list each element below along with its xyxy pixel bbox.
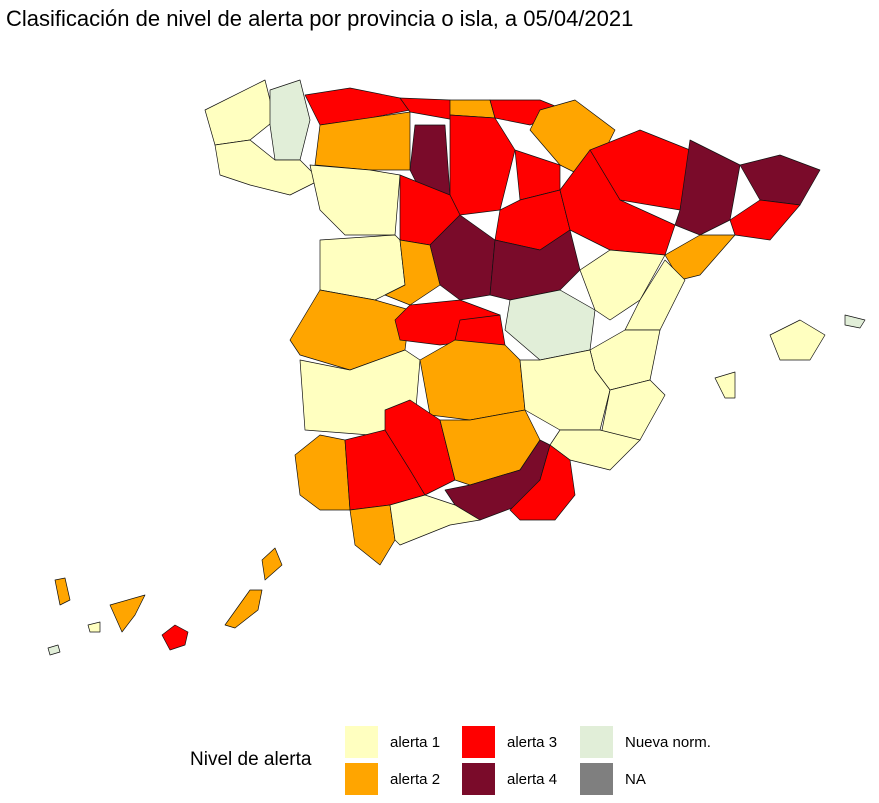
province [664, 234, 736, 281]
province [624, 259, 686, 331]
legend-label: NA [625, 771, 646, 788]
province [204, 79, 276, 146]
province [309, 164, 401, 236]
legend-title: Nivel de alerta [190, 749, 312, 770]
legend-swatch [462, 726, 495, 758]
province [319, 234, 406, 301]
province [504, 289, 596, 361]
title: Clasificación de nivel de alerta por pro… [6, 6, 633, 31]
province [294, 434, 351, 511]
legend-swatch [580, 763, 613, 795]
legend-label: alerta 2 [390, 771, 440, 788]
province [47, 644, 61, 656]
legend-swatch [462, 763, 495, 795]
province [739, 154, 821, 206]
map [47, 79, 866, 656]
province [489, 229, 581, 301]
province [87, 621, 101, 633]
province [314, 111, 411, 171]
province [214, 139, 321, 196]
legend-label: alerta 1 [390, 734, 440, 751]
province [559, 149, 676, 256]
province [844, 314, 866, 329]
province [419, 339, 526, 421]
legend: alerta 1 alerta 2 alerta 3 alerta 4 Nueva no… [345, 726, 711, 795]
province [109, 594, 146, 633]
province [509, 444, 576, 521]
province [769, 319, 826, 361]
legend-label: alerta 3 [507, 734, 557, 751]
legend-swatch [345, 763, 378, 795]
province [349, 504, 396, 566]
province [729, 199, 801, 241]
legend-swatch [580, 726, 613, 758]
legend-swatch [345, 726, 378, 758]
province [269, 79, 311, 161]
province [224, 589, 263, 629]
legend-label: Nueva norm. [625, 734, 711, 751]
legend-label: alerta 4 [507, 771, 557, 788]
province [389, 494, 481, 546]
province [449, 114, 516, 216]
province [261, 547, 283, 581]
province [54, 577, 71, 606]
province [161, 624, 189, 651]
province [714, 371, 736, 399]
